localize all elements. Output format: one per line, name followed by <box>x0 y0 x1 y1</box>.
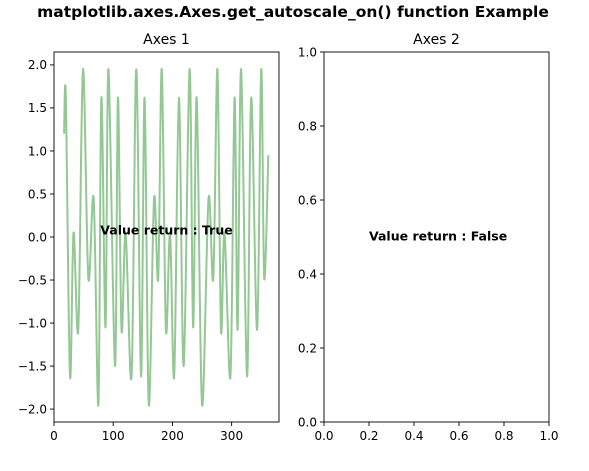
axes-2-x-tick-label: 0.8 <box>494 429 513 443</box>
axes-2-x-tick-label: 0.6 <box>449 429 468 443</box>
axes-1-frame <box>53 51 280 423</box>
axes-2-title: Axes 2 <box>413 32 460 48</box>
axes-2-y-tick-label: 0.8 <box>298 119 317 133</box>
axes-2-y-tick-label: 0.6 <box>298 193 317 207</box>
axes-2-y-tick-label: 1.0 <box>298 45 317 59</box>
axes-1-series-line-1 <box>63 68 270 407</box>
axes-2-frame <box>323 51 550 423</box>
axes-2-y-tick-label: 0.4 <box>298 267 317 281</box>
axes-2-x-tick-label: 0.0 <box>314 429 333 443</box>
axes-2-x-tick-label: 0.4 <box>404 429 423 443</box>
axes-1-x-tick-label: 300 <box>220 429 243 443</box>
axes-1-series-group <box>63 68 270 407</box>
axes-1-ticks-group: 0 100 200 300 −2.0 −1.5 −1.0 −0.5 0.0 0.5 1.0 1.5 2.… <box>18 58 243 443</box>
axes-1-y-tick-label: −2.0 <box>18 402 47 416</box>
axes-1-y-tick-label: 1.0 <box>28 144 47 158</box>
axes-2-ticks-group: 0.0 0.2 0.4 0.6 0.8 1.0 0.0 0.2 0.4 0.6 0.8 1.0 <box>298 45 559 443</box>
axes-1-y-tick-label: 1.5 <box>28 101 47 115</box>
axes-2-y-tick-label: 0.2 <box>298 341 317 355</box>
figure-title: matplotlib.axes.Axes.get_autoscale_on() … <box>37 3 549 21</box>
axes-1-y-tick-label: 0.0 <box>28 230 47 244</box>
axes-1: Axes 1 0 100 200 300 −2.0 −1.5 −1.0 −0.5 0.0 0.5 1… <box>18 32 280 443</box>
axes-2-x-tick-label: 1.0 <box>539 429 558 443</box>
axes-1-y-tick-label: 0.5 <box>28 187 47 201</box>
axes-1-title: Axes 1 <box>143 32 190 48</box>
axes-2-x-tick-label: 0.2 <box>359 429 378 443</box>
axes-1-y-tick-label: −1.0 <box>18 316 47 330</box>
axes-1-annotation: Value return : True <box>100 222 232 237</box>
axes-2-y-tick-label: 0.0 <box>298 415 317 429</box>
axes-1-x-tick-label: 100 <box>102 429 125 443</box>
axes-2: Axes 2 0.0 0.2 0.4 0.6 0.8 1.0 0.0 0.2 0.4 0.6 0.8… <box>298 32 559 443</box>
axes-1-y-tick-label: 2.0 <box>28 58 47 72</box>
axes-1-x-tick-label: 0 <box>50 429 58 443</box>
axes-2-annotation: Value return : False <box>369 229 507 244</box>
axes-1-x-tick-label: 200 <box>161 429 184 443</box>
axes-1-y-tick-label: −1.5 <box>18 359 47 373</box>
axes-1-y-tick-label: −0.5 <box>18 273 47 287</box>
